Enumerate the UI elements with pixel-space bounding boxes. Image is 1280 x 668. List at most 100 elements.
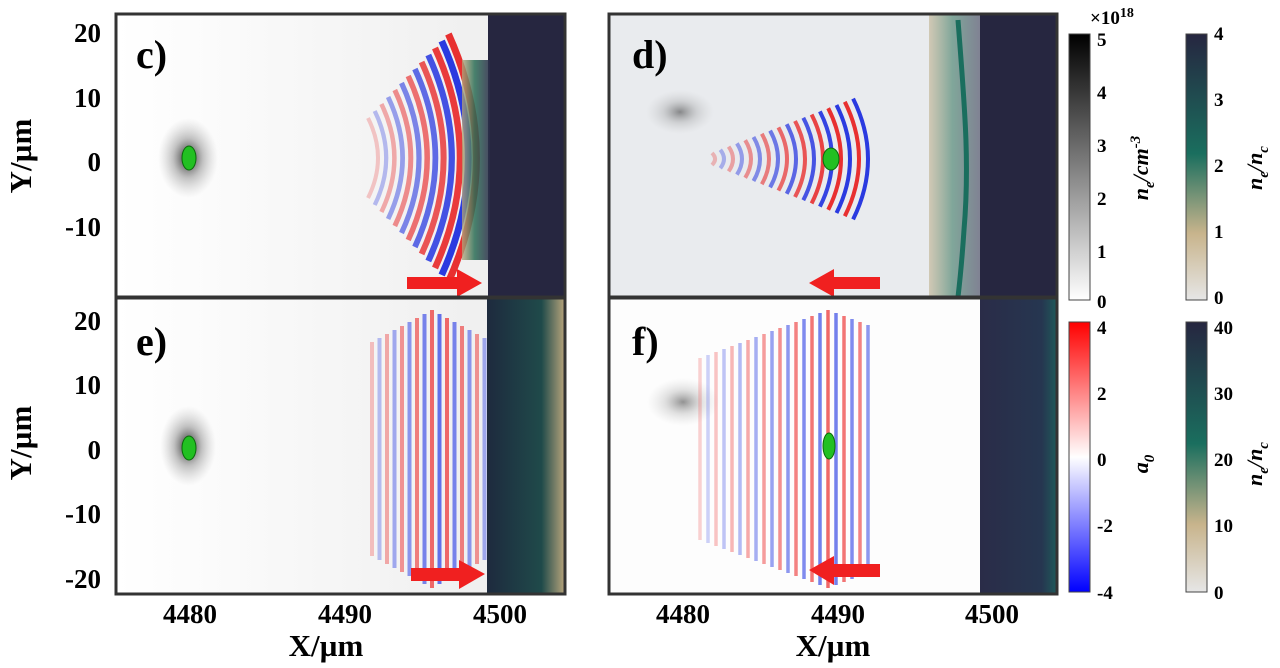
y-tick-label: 20 bbox=[74, 18, 101, 48]
y-axis-label-bottom: Y/µm bbox=[3, 405, 38, 480]
panel-d-label: d) bbox=[632, 32, 668, 77]
colorbar-ratio-bottom-tick: 0 bbox=[1214, 583, 1224, 604]
wavefront bbox=[379, 103, 397, 213]
colorbar-ratio-top-tick: 1 bbox=[1214, 222, 1224, 243]
colorbar-density-tick: 5 bbox=[1097, 30, 1107, 51]
wavefront bbox=[834, 104, 852, 214]
panel-c-beam-arrow bbox=[407, 269, 482, 297]
colorbar-field-tick: -4 bbox=[1097, 583, 1113, 604]
panel-c-plasma-target bbox=[488, 14, 565, 297]
wavefront bbox=[405, 74, 430, 242]
wavefront bbox=[851, 97, 870, 221]
wavefront bbox=[735, 142, 744, 176]
panel-d-laser-field bbox=[710, 97, 870, 221]
x-axis-label-right: X/µm bbox=[796, 628, 871, 663]
wavefront bbox=[743, 139, 753, 179]
wavefront bbox=[418, 60, 447, 256]
panel-d-particle-bunch bbox=[822, 147, 840, 171]
panel-d-plasma-target bbox=[980, 14, 1057, 297]
wavefront bbox=[784, 123, 798, 195]
x-axis-label-left: X/µm bbox=[289, 628, 364, 663]
colorbar-ratio-top-tick: 4 bbox=[1214, 24, 1224, 45]
colorbar-density-tick: 0 bbox=[1097, 292, 1107, 313]
wavefront bbox=[718, 148, 726, 170]
colorbar-field-tick: 2 bbox=[1097, 384, 1107, 405]
panel-e-laser-field bbox=[370, 310, 487, 588]
colorbar-ratio-top: 4 3 2 1 0 ne/nc bbox=[1185, 24, 1272, 309]
wavefront bbox=[751, 135, 762, 183]
x-tick-label: 4500 bbox=[965, 599, 1019, 629]
wavefront bbox=[372, 110, 389, 206]
y-tick-label: 0 bbox=[88, 147, 102, 177]
colorbar-density-label: ne/cm-3 bbox=[1128, 135, 1158, 200]
y-tick-label: 10 bbox=[74, 370, 101, 400]
x-tick-labels-right: 4480 4490 4500 bbox=[656, 599, 1019, 629]
panel-f-frame bbox=[607, 296, 1059, 596]
panel-e-plasma-target bbox=[487, 298, 565, 594]
y-tick-label: 10 bbox=[74, 83, 101, 113]
panel-d: d) bbox=[607, 12, 1059, 299]
wavefront bbox=[776, 126, 789, 192]
colorbar-field-gradient bbox=[1068, 321, 1091, 593]
y-tick-labels-top: 20 10 0 -10 bbox=[65, 18, 101, 242]
colorbar-ratio-top-tick: 3 bbox=[1214, 90, 1224, 111]
panel-f-beam-arrow bbox=[809, 556, 880, 585]
colorbar-ratio-bottom-gradient bbox=[1185, 321, 1208, 593]
panel-f: f) bbox=[607, 296, 1059, 596]
colorbar-density-tick: 2 bbox=[1097, 189, 1107, 210]
colorbar-density-tick: 3 bbox=[1097, 136, 1107, 157]
colorbar-field-tick: 4 bbox=[1097, 318, 1107, 339]
colorbar-field-label: a0 bbox=[1128, 454, 1158, 473]
wavefront bbox=[760, 132, 771, 186]
wavefront bbox=[826, 107, 843, 211]
y-tick-label: -20 bbox=[65, 564, 101, 594]
x-tick-labels-left: 4480 4490 4500 bbox=[163, 599, 527, 629]
y-tick-label: -10 bbox=[65, 212, 101, 242]
x-tick-label: 4490 bbox=[811, 599, 865, 629]
panel-f-particle-bunch bbox=[822, 432, 836, 460]
colorbar-ratio-bottom-label: ne/nc bbox=[1242, 442, 1272, 486]
panel-e: e) bbox=[114, 296, 567, 596]
colorbar-density-gradient bbox=[1068, 33, 1091, 301]
colorbar-ratio-top-gradient bbox=[1185, 33, 1208, 301]
wavefront bbox=[710, 151, 717, 167]
panel-f-plasma-target bbox=[980, 298, 1057, 594]
y-tick-label: 20 bbox=[74, 306, 101, 336]
colorbar-density-tick: 4 bbox=[1097, 83, 1107, 104]
x-tick-label: 4490 bbox=[318, 599, 372, 629]
panel-c-label: c) bbox=[136, 32, 167, 77]
colorbar-field-tick: -2 bbox=[1097, 516, 1113, 537]
colorbar-ratio-top-label: ne/nc bbox=[1242, 146, 1272, 190]
panel-d-density-haze bbox=[646, 90, 714, 134]
panel-f-density-haze bbox=[647, 378, 719, 426]
colorbar-ratio-bottom-tick: 10 bbox=[1214, 516, 1233, 537]
wavefront bbox=[432, 46, 464, 270]
wavefront bbox=[768, 129, 780, 189]
colorbar-field: 4 2 0 -2 -4 a0 bbox=[1068, 318, 1158, 604]
x-tick-label: 4500 bbox=[473, 599, 527, 629]
wavefront bbox=[843, 100, 861, 218]
panel-c-laser-field bbox=[366, 32, 480, 284]
colorbar-ratio-top-tick: 2 bbox=[1214, 156, 1224, 177]
colorbar-ratio-bottom: 40 30 20 10 0 ne/nc bbox=[1185, 318, 1272, 604]
colorbar-ratio-bottom-tick: 20 bbox=[1214, 450, 1233, 471]
panel-f-label: f) bbox=[632, 319, 659, 364]
colorbar-ratio-bottom-tick: 40 bbox=[1214, 318, 1233, 339]
colorbar-density: ×1018 5 4 3 2 1 0 ne/cm-3 bbox=[1068, 6, 1158, 313]
panel-e-beam-arrow bbox=[411, 560, 485, 589]
panel-e-label: e) bbox=[136, 319, 167, 364]
y-axis-label-top: Y/µm bbox=[3, 118, 38, 193]
colorbar-field-tick: 0 bbox=[1097, 450, 1107, 471]
colorbar-ratio-top-tick: 0 bbox=[1214, 288, 1224, 309]
y-tick-labels-bottom: 20 10 0 -10 -20 bbox=[65, 306, 101, 594]
panel-c-particle-bunch bbox=[181, 145, 197, 171]
wavefront bbox=[801, 116, 816, 202]
colorbar-density-tick: 1 bbox=[1097, 242, 1107, 263]
y-tick-label: 0 bbox=[88, 435, 102, 465]
y-tick-label: -10 bbox=[65, 499, 101, 529]
panel-d-plasma-edge bbox=[929, 14, 981, 297]
panel-d-beam-arrow bbox=[809, 269, 880, 297]
wavefront bbox=[726, 145, 735, 173]
wavefront bbox=[385, 95, 405, 221]
